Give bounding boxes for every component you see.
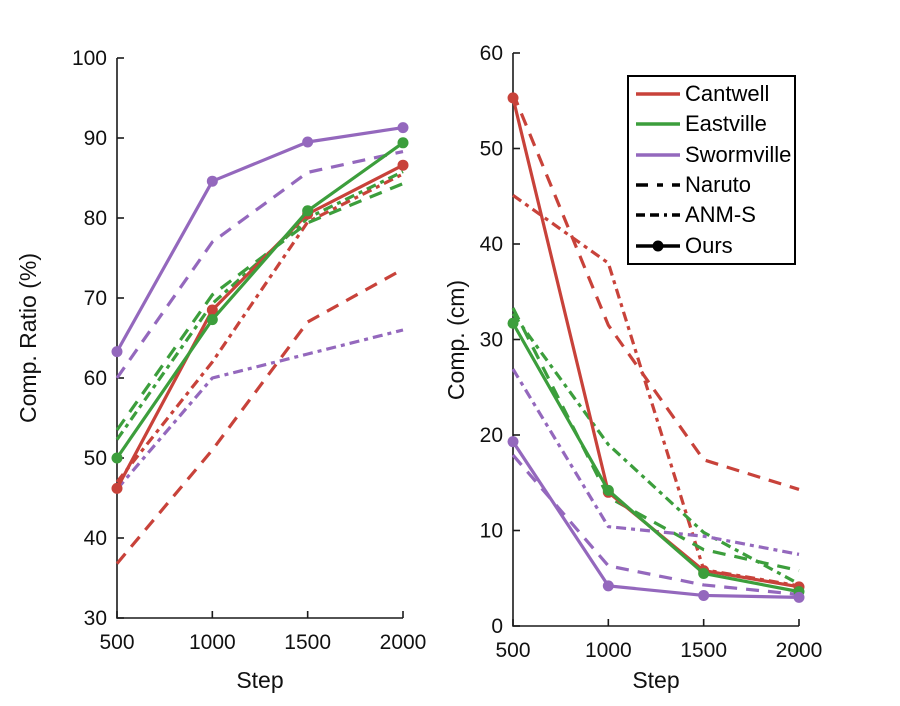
legend-item-anm-s: ANM-S (635, 202, 794, 228)
series-line-eastville-naruto (511, 307, 800, 573)
x-tick-label: 2000 (380, 631, 427, 654)
y-tick-label: 30 (84, 607, 107, 630)
legend-item-ours: Ours (635, 233, 794, 259)
left-x-axis-label: Step (236, 667, 283, 693)
series-line-cantwell-anm-s (115, 172, 404, 483)
series-line-eastville-ours (115, 141, 404, 459)
x-tick-label: 1000 (585, 639, 632, 662)
x-tick-label: 1500 (284, 631, 331, 654)
legend-swatch-anm-s-icon (636, 213, 680, 218)
series-line-eastville-anm-s (511, 312, 800, 586)
data-point-marker (397, 122, 409, 134)
y-tick-label: 80 (84, 207, 107, 230)
y-tick-label: 50 (84, 447, 107, 470)
legend-swatch-line-icon (636, 122, 680, 127)
legend-item-swormville: Swormville (635, 142, 794, 168)
series-line-swormville-ours (511, 440, 800, 599)
data-point-marker (698, 567, 710, 579)
legend-label: Naruto (685, 172, 752, 198)
legend-label: Cantwell (685, 81, 770, 107)
legend-marker-icon (652, 240, 664, 252)
legend-swatch-line-icon (636, 153, 680, 157)
series-line-cantwell-naruto (511, 92, 800, 491)
data-point-marker (602, 580, 614, 592)
y-tick-label: 70 (84, 287, 107, 310)
data-point-marker (302, 205, 314, 217)
right-x-axis-label: Step (632, 667, 679, 693)
data-point-marker (397, 137, 409, 149)
data-point-marker (206, 175, 218, 187)
data-point-marker (206, 304, 218, 316)
data-point-marker (302, 136, 314, 148)
legend-label: Swormville (685, 141, 792, 167)
x-tick-label: 1500 (680, 639, 727, 662)
legend-label: Ours (685, 232, 733, 258)
series-line-swormville-naruto (115, 150, 404, 379)
data-point-marker (507, 317, 519, 329)
data-point-marker (698, 589, 710, 601)
legend-label: Eastville (685, 111, 767, 137)
data-point-marker (602, 484, 614, 496)
series-line-eastville-ours (511, 322, 800, 594)
data-point-marker (793, 591, 805, 603)
x-tick-label: 500 (99, 631, 134, 654)
y-tick-label: 50 (480, 138, 503, 161)
data-point-marker (111, 452, 123, 464)
y-tick-label: 0 (491, 615, 503, 638)
y-tick-label: 40 (480, 233, 503, 256)
legend-item-eastville: Eastville (635, 111, 794, 137)
data-point-marker (111, 346, 123, 358)
y-tick-label: 30 (480, 329, 503, 352)
data-point-marker (397, 159, 409, 171)
y-tick-label: 10 (480, 520, 503, 543)
series-line-swormville-ours (115, 126, 404, 353)
axis-lines (116, 58, 403, 619)
data-point-marker (206, 314, 218, 326)
y-tick-label: 90 (84, 127, 107, 150)
legend-swatch-ours-icon (636, 240, 680, 252)
legend: Cantwell Eastville Swormville Naruto ANM-S Ou… (627, 75, 796, 265)
x-tick-label: 2000 (776, 639, 823, 662)
right-subplot: 0 10 20 30 40 50 60 500 1000 1500 2000 (480, 42, 823, 662)
legend-swatch-line-icon (636, 92, 680, 96)
left-y-axis-label: Comp. Ratio (%) (15, 253, 41, 423)
y-tick-label: 100 (72, 47, 107, 70)
legend-label: ANM-S (685, 202, 756, 228)
series-line-swormville-naruto (511, 454, 800, 597)
series-line-eastville-anm-s (115, 170, 404, 441)
series-line-swormville-anm-s (115, 328, 404, 491)
legend-swatch-naruto-icon (636, 183, 680, 187)
legend-item-naruto: Naruto (635, 172, 794, 198)
x-tick-label: 1000 (189, 631, 236, 654)
y-tick-label: 40 (84, 527, 107, 550)
series-line-cantwell-ours (115, 163, 404, 490)
x-tick-label: 500 (495, 639, 530, 662)
legend-item-cantwell: Cantwell (635, 81, 794, 107)
series-line-cantwell-naruto (115, 267, 404, 565)
y-tick-label: 20 (480, 424, 503, 447)
y-tick-label: 60 (84, 367, 107, 390)
left-subplot: 30 40 50 60 70 80 90 100 500 1000 1500 2000 (72, 47, 426, 654)
data-point-marker (507, 436, 519, 448)
right-y-axis-label: Comp. (cm) (443, 280, 469, 400)
y-tick-label: 60 (480, 42, 503, 65)
data-point-marker (111, 482, 123, 494)
data-point-marker (507, 92, 519, 104)
